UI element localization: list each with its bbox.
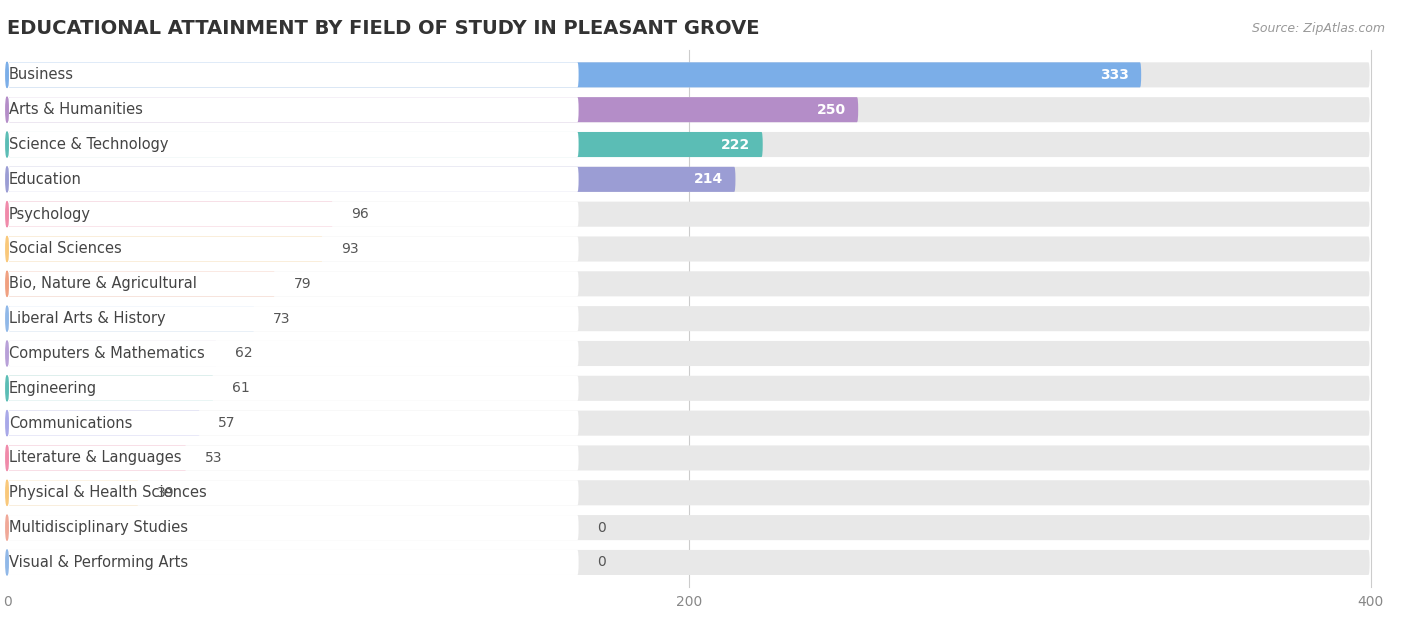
FancyBboxPatch shape [8, 550, 1369, 575]
FancyBboxPatch shape [8, 306, 254, 331]
Text: 93: 93 [342, 242, 359, 256]
Circle shape [6, 271, 8, 297]
Circle shape [6, 341, 8, 366]
FancyBboxPatch shape [8, 550, 579, 575]
Text: Visual & Performing Arts: Visual & Performing Arts [8, 555, 188, 570]
FancyBboxPatch shape [8, 132, 579, 157]
FancyBboxPatch shape [8, 237, 579, 261]
FancyBboxPatch shape [8, 237, 1369, 261]
FancyBboxPatch shape [8, 132, 1369, 157]
FancyBboxPatch shape [8, 271, 276, 297]
FancyBboxPatch shape [8, 480, 579, 505]
FancyBboxPatch shape [8, 411, 1369, 435]
Text: Business: Business [8, 68, 73, 83]
FancyBboxPatch shape [8, 341, 217, 366]
Circle shape [6, 132, 8, 157]
FancyBboxPatch shape [8, 97, 579, 122]
FancyBboxPatch shape [8, 480, 139, 505]
Circle shape [6, 411, 8, 435]
FancyBboxPatch shape [8, 341, 1369, 366]
Circle shape [6, 202, 8, 227]
Text: Communications: Communications [8, 416, 132, 430]
Text: 250: 250 [817, 103, 846, 117]
Circle shape [6, 62, 8, 88]
Text: 222: 222 [721, 138, 751, 151]
FancyBboxPatch shape [8, 445, 187, 471]
Text: Engineering: Engineering [8, 381, 97, 396]
Text: 0: 0 [598, 521, 606, 534]
Text: Social Sciences: Social Sciences [8, 242, 121, 256]
Text: Science & Technology: Science & Technology [8, 137, 169, 152]
FancyBboxPatch shape [8, 271, 1369, 297]
Text: 73: 73 [273, 312, 291, 326]
FancyBboxPatch shape [8, 445, 579, 471]
Circle shape [6, 550, 8, 575]
Circle shape [6, 97, 8, 122]
FancyBboxPatch shape [8, 515, 1369, 540]
FancyBboxPatch shape [8, 62, 579, 88]
Circle shape [6, 480, 8, 505]
Circle shape [6, 376, 8, 401]
Text: 57: 57 [218, 416, 236, 430]
FancyBboxPatch shape [8, 306, 1369, 331]
FancyBboxPatch shape [8, 97, 1369, 122]
Text: 79: 79 [294, 277, 311, 291]
Text: EDUCATIONAL ATTAINMENT BY FIELD OF STUDY IN PLEASANT GROVE: EDUCATIONAL ATTAINMENT BY FIELD OF STUDY… [7, 19, 759, 38]
Text: Education: Education [8, 172, 82, 187]
Circle shape [6, 167, 8, 192]
FancyBboxPatch shape [8, 411, 579, 435]
FancyBboxPatch shape [8, 341, 579, 366]
FancyBboxPatch shape [8, 167, 579, 192]
Text: Source: ZipAtlas.com: Source: ZipAtlas.com [1251, 22, 1385, 35]
Circle shape [6, 237, 8, 261]
FancyBboxPatch shape [8, 271, 579, 297]
FancyBboxPatch shape [8, 480, 1369, 505]
FancyBboxPatch shape [8, 167, 1369, 192]
FancyBboxPatch shape [8, 62, 1142, 88]
FancyBboxPatch shape [8, 515, 579, 540]
Text: 0: 0 [598, 555, 606, 569]
Text: 61: 61 [232, 381, 250, 395]
FancyBboxPatch shape [8, 202, 333, 227]
Text: 96: 96 [352, 207, 370, 221]
FancyBboxPatch shape [8, 306, 579, 331]
Circle shape [6, 306, 8, 331]
Text: Multidisciplinary Studies: Multidisciplinary Studies [8, 520, 188, 535]
Text: Liberal Arts & History: Liberal Arts & History [8, 311, 166, 326]
Text: Arts & Humanities: Arts & Humanities [8, 102, 142, 117]
FancyBboxPatch shape [8, 62, 1369, 88]
FancyBboxPatch shape [8, 445, 1369, 471]
Text: Psychology: Psychology [8, 207, 91, 221]
Text: 62: 62 [235, 346, 253, 360]
Text: Physical & Health Sciences: Physical & Health Sciences [8, 485, 207, 500]
Text: 39: 39 [157, 486, 174, 500]
FancyBboxPatch shape [8, 97, 858, 122]
FancyBboxPatch shape [8, 376, 579, 401]
Text: 333: 333 [1099, 68, 1129, 82]
FancyBboxPatch shape [8, 202, 1369, 227]
FancyBboxPatch shape [8, 376, 1369, 401]
Text: Computers & Mathematics: Computers & Mathematics [8, 346, 204, 361]
FancyBboxPatch shape [8, 237, 323, 261]
Circle shape [6, 445, 8, 471]
FancyBboxPatch shape [8, 376, 214, 401]
FancyBboxPatch shape [8, 167, 735, 192]
Circle shape [6, 515, 8, 540]
FancyBboxPatch shape [8, 132, 762, 157]
Text: 214: 214 [693, 172, 723, 186]
Text: Literature & Languages: Literature & Languages [8, 451, 181, 466]
FancyBboxPatch shape [8, 202, 579, 227]
Text: Bio, Nature & Agricultural: Bio, Nature & Agricultural [8, 276, 197, 292]
Text: 53: 53 [205, 451, 222, 465]
FancyBboxPatch shape [8, 411, 200, 435]
